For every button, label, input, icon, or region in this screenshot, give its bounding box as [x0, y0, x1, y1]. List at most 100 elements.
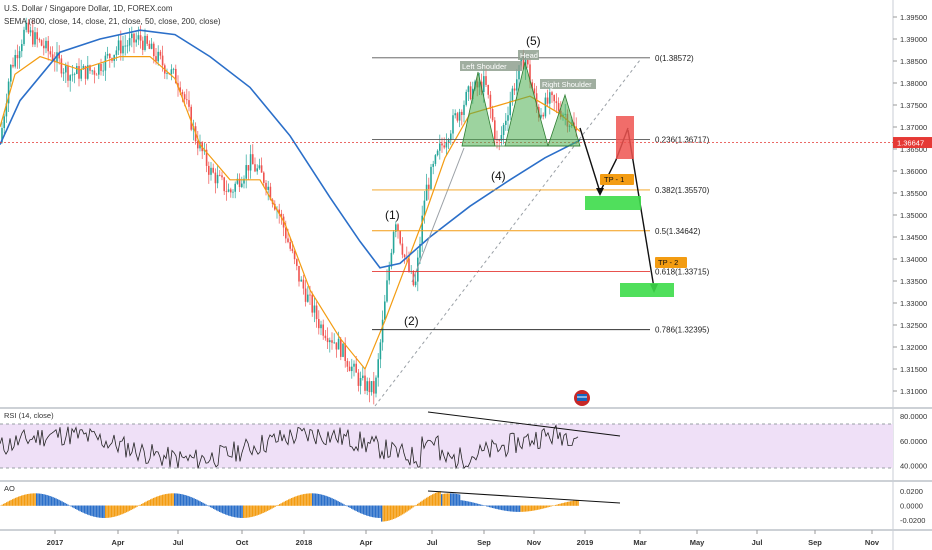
- candle-body: [333, 342, 335, 344]
- candle-body: [544, 97, 547, 117]
- rsi-band: [0, 424, 893, 468]
- ao-bar: [493, 505, 495, 509]
- ao-bar: [486, 505, 488, 507]
- ao-bar: [205, 504, 207, 506]
- candle-body: [133, 33, 135, 43]
- candle-body: [179, 87, 181, 92]
- ao-bar: [480, 504, 482, 506]
- candle-series: [1, 17, 577, 405]
- candle-body: [335, 342, 338, 350]
- ao-bar: [48, 495, 50, 506]
- ao-bar: [462, 500, 464, 506]
- ao-bar: [517, 505, 519, 512]
- ao-bar: [180, 493, 182, 506]
- ao-bar: [112, 505, 114, 518]
- ao-bar: [162, 494, 164, 506]
- candle-body: [540, 114, 542, 118]
- candle-body: [256, 168, 258, 172]
- ao-bar: [396, 505, 398, 518]
- ao-bar: [492, 505, 494, 509]
- ao-bar: [417, 503, 419, 506]
- candle-body: [36, 32, 38, 40]
- candle-body: [465, 91, 467, 105]
- candle-body: [293, 250, 296, 260]
- head-and-shoulders-pattern[interactable]: [461, 61, 581, 147]
- ao-bar: [373, 505, 375, 518]
- ao-bar: [537, 505, 539, 510]
- ao-bar: [6, 502, 8, 506]
- ao-bar: [277, 504, 279, 506]
- fibonacci-levels[interactable]: 0(1.38572) 0.236(1.36717) 0.382(1.35570) 0.…: [372, 54, 710, 335]
- ao-bar: [126, 505, 128, 513]
- candle-body: [296, 259, 298, 266]
- ao-bar: [364, 505, 366, 516]
- price-tick-label: 1.37500: [900, 101, 927, 110]
- candle-body: [434, 155, 437, 164]
- candle-body: [359, 378, 362, 386]
- ao-bar: [316, 493, 318, 506]
- candle-body: [511, 88, 514, 101]
- ao-bar: [39, 493, 41, 506]
- rsi-tick-label: 40.0000: [900, 462, 927, 471]
- ao-bar: [388, 505, 390, 521]
- ao-bar: [403, 505, 405, 514]
- price-tick-label: 1.36500: [900, 145, 927, 154]
- ao-bar: [118, 505, 120, 516]
- candle-body: [542, 114, 544, 117]
- ao-bar: [384, 505, 386, 522]
- candle-body: [443, 145, 445, 148]
- ao-bar: [165, 494, 167, 506]
- candle-body: [414, 281, 417, 286]
- ao-bar: [360, 505, 362, 514]
- candle-body: [533, 88, 536, 94]
- ao-bar: [426, 497, 428, 506]
- ao-bar: [225, 505, 227, 515]
- candle-body: [428, 184, 430, 189]
- ao-bar: [489, 505, 491, 508]
- candle-body: [324, 335, 327, 339]
- ao-bar: [84, 505, 86, 514]
- ao-bar: [229, 505, 231, 517]
- candle-body: [491, 109, 494, 121]
- candle-body: [377, 359, 379, 378]
- ao-bar: [222, 505, 224, 514]
- price-axis[interactable]: 1.39500 1.39000 1.38500 1.38000 1.37500 1.370…: [893, 13, 927, 396]
- rsi-pane-label: RSI (14, close): [4, 411, 54, 420]
- ao-bar: [307, 493, 309, 506]
- ao-bar: [130, 505, 132, 510]
- candle-body: [219, 174, 221, 176]
- ao-bar: [270, 505, 272, 510]
- ao-bar: [568, 501, 570, 506]
- candle-body: [450, 133, 452, 141]
- flag-icon[interactable]: [574, 390, 590, 406]
- ao-bar: [124, 505, 126, 513]
- ao-bar: [523, 505, 525, 512]
- ao-bar: [427, 496, 429, 506]
- target-zone-1[interactable]: [585, 196, 641, 210]
- ao-bar: [282, 502, 284, 506]
- candle-body: [403, 254, 406, 258]
- ao-bar: [177, 493, 179, 506]
- candle-body: [300, 279, 302, 282]
- ao-bar: [133, 505, 135, 509]
- time-axis[interactable]: 2017 Apr Jul Oct 2018 Apr Jul Sep Nov 2019 Mar May J…: [47, 530, 880, 547]
- ao-bar: [4, 503, 6, 506]
- ao-bar: [390, 505, 392, 521]
- ao-bar: [40, 493, 42, 506]
- target-zone-2[interactable]: [620, 283, 674, 297]
- candle-body: [355, 363, 357, 373]
- candle-body: [549, 92, 551, 104]
- ao-bar: [442, 493, 444, 506]
- ao-bar: [487, 505, 489, 507]
- time-tick-label: May: [690, 538, 705, 547]
- candle-body: [441, 143, 443, 146]
- candle-body: [502, 124, 505, 136]
- ao-bar: [184, 495, 186, 506]
- stop-loss-zone[interactable]: [616, 116, 634, 159]
- ao-bar: [286, 500, 288, 506]
- candle-body: [43, 45, 45, 49]
- ao-bar: [424, 498, 426, 506]
- candle-body: [458, 111, 461, 121]
- ao-bar: [54, 497, 56, 506]
